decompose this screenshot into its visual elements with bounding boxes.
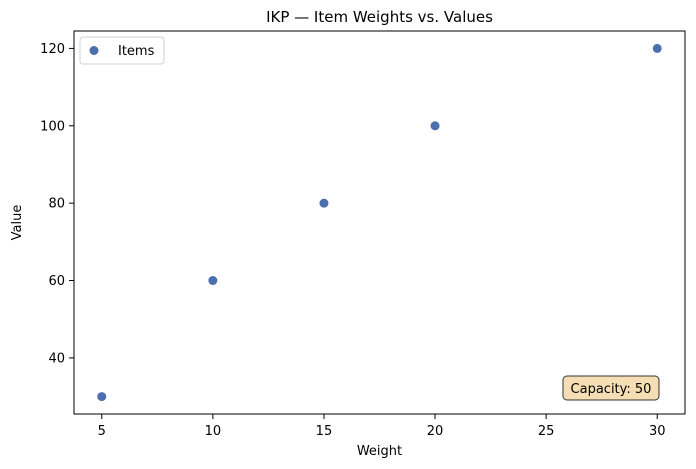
capacity-annotation: Capacity: 50 xyxy=(562,375,660,401)
data-point xyxy=(208,276,218,286)
x-tick-label: 25 xyxy=(538,424,555,439)
data-point xyxy=(430,121,440,131)
legend-box xyxy=(79,36,165,65)
legend-label-items: Items xyxy=(118,44,155,59)
y-tick-label: 40 xyxy=(48,351,65,366)
data-points xyxy=(97,43,662,402)
x-tick-label: 30 xyxy=(649,424,666,439)
y-tick-label: 60 xyxy=(48,274,65,289)
data-point xyxy=(97,392,107,402)
y-axis-label: Value xyxy=(10,205,25,241)
chart-title: IKP — Item Weights vs. Values xyxy=(266,8,493,26)
y-tick-label: 120 xyxy=(40,42,65,57)
x-axis: 5 10 15 20 25 30 xyxy=(98,414,666,439)
legend: Items xyxy=(79,36,165,65)
annotation-text: Capacity: 50 xyxy=(571,382,652,397)
x-tick-label: 10 xyxy=(205,424,222,439)
plot-area xyxy=(73,30,686,415)
y-tick-label: 80 xyxy=(48,197,65,212)
y-axis: 40 60 80 100 120 xyxy=(40,42,74,366)
annotation-box xyxy=(562,375,660,401)
y-tick-label: 100 xyxy=(40,119,65,134)
x-axis-label: Weight xyxy=(357,444,402,459)
x-tick-label: 15 xyxy=(316,424,333,439)
legend-marker-items xyxy=(89,46,99,55)
data-point xyxy=(319,198,329,208)
data-point xyxy=(652,43,662,53)
x-tick-label: 5 xyxy=(98,424,106,439)
x-tick-label: 20 xyxy=(427,424,444,439)
